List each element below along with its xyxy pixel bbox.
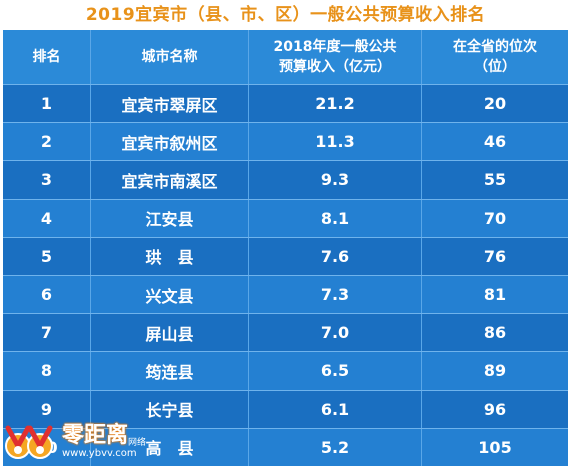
- row-divider: [3, 351, 568, 353]
- cell-city: 宜宾市叙州区: [91, 123, 249, 161]
- cell-revenue: 6.5: [249, 352, 422, 390]
- row-divider: [3, 275, 568, 276]
- cell-rank: 5: [3, 237, 91, 275]
- watermark: 零距离 网络 www.ybvv.com: [4, 420, 174, 464]
- cell-position: 55: [483, 170, 507, 190]
- cell-revenue: 8.1: [249, 199, 422, 237]
- cell-revenue: 7.3: [249, 276, 422, 314]
- table-row: 8 筠连县 6.5 89: [3, 352, 568, 390]
- cell-position: 89: [483, 361, 507, 381]
- cell-rank: 3: [3, 161, 91, 199]
- header-position: 在全省的位次 （位）: [453, 39, 537, 75]
- row-divider: [3, 122, 568, 124]
- cell-position: 96: [483, 399, 507, 419]
- cell-revenue: 11.3: [249, 123, 422, 161]
- chart-title: 2019宜宾市（县、市、区）一般公共预算收入排名: [85, 5, 486, 25]
- cell-position: 70: [483, 208, 507, 228]
- cell-revenue: 9.3: [249, 161, 422, 199]
- cell-rank: 9: [3, 390, 91, 428]
- header-city: 城市名称: [91, 30, 249, 84]
- table-row: 4 江安县 8.1 70: [3, 199, 568, 237]
- watermark-logo-icon: [4, 422, 60, 462]
- cell-position: 20: [483, 94, 507, 114]
- cell-position: 86: [483, 323, 507, 343]
- cell-city: 兴文县: [91, 276, 249, 314]
- cell-revenue: 7.0: [249, 314, 422, 352]
- cell-revenue: 7.6: [249, 237, 422, 275]
- cell-rank: 8: [3, 352, 91, 390]
- row-divider: [3, 160, 568, 162]
- table-row: 7 屏山县 7.0 86: [3, 314, 568, 352]
- cell-rank: 1: [3, 85, 91, 123]
- cell-city: 宜宾市南溪区: [91, 161, 249, 199]
- watermark-name: 零距离: [62, 423, 129, 448]
- cell-revenue: 6.1: [249, 390, 422, 428]
- row-divider: [3, 427, 568, 429]
- cell-city: 珙 县: [91, 237, 249, 275]
- row-divider: [3, 236, 568, 238]
- cell-rank: 7: [3, 314, 91, 352]
- cell-city: 江安县: [91, 199, 249, 237]
- table-row: 3 宜宾市南溪区 9.3 55: [3, 161, 568, 199]
- cell-city: 长宁县: [91, 390, 249, 428]
- cell-revenue: 21.2: [249, 85, 422, 123]
- row-divider: [3, 389, 568, 391]
- cell-position: 105: [478, 437, 512, 457]
- cell-position: 46: [483, 132, 507, 152]
- row-divider: [3, 313, 568, 315]
- cell-revenue: 5.2: [249, 428, 422, 466]
- cell-city: 宜宾市翠屏区: [91, 85, 249, 123]
- table-row: 9 长宁县 6.1 96: [3, 390, 568, 428]
- row-divider: [3, 84, 568, 85]
- cell-rank: 6: [3, 276, 91, 314]
- header-revenue: 2018年度一般公共 预算收入（亿元）: [249, 30, 422, 84]
- ranking-table: 排名 城市名称 2018年度一般公共 预算收入（亿元） 在全省的位次 （位） 1…: [3, 30, 568, 466]
- cell-city: 屏山县: [91, 314, 249, 352]
- table-row: 2 宜宾市叙州区 11.3 46: [3, 123, 568, 161]
- watermark-suffix: 网络: [128, 438, 147, 448]
- header-rank: 排名: [3, 30, 91, 84]
- cell-rank: 2: [3, 123, 91, 161]
- watermark-text: 零距离 网络 www.ybvv.com: [62, 424, 146, 460]
- cell-position: 76: [483, 246, 507, 266]
- cell-city: 筠连县: [91, 352, 249, 390]
- cell-city: 高 县: [91, 428, 249, 466]
- watermark-url: www.ybvv.com: [62, 448, 137, 459]
- table-row: 6 兴文县 7.3 81: [3, 276, 568, 314]
- row-divider: [3, 198, 568, 200]
- table-header: 排名 城市名称 2018年度一般公共 预算收入（亿元） 在全省的位次 （位）: [3, 30, 568, 84]
- cell-rank: 4: [3, 199, 91, 237]
- cell-position: 81: [483, 285, 507, 305]
- table-row: 1 宜宾市翠屏区 21.2 20: [3, 85, 568, 123]
